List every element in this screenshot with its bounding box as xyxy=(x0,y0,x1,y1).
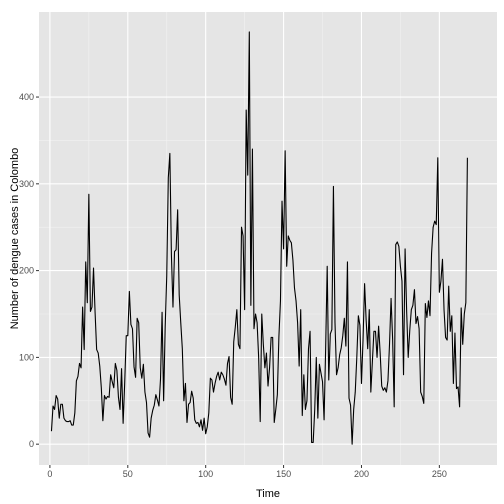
y-tick-label: 0 xyxy=(29,439,34,449)
x-axis-title: Time xyxy=(256,488,280,500)
series-line xyxy=(50,31,468,445)
y-tick-label: 100 xyxy=(19,352,34,362)
y-axis-title: Number of dengue cases in Colombo xyxy=(9,148,21,330)
y-tick-label: 300 xyxy=(19,179,34,189)
x-tick-label: 100 xyxy=(198,469,213,479)
y-tick-label: 400 xyxy=(19,92,34,102)
x-tick-label: 250 xyxy=(432,469,447,479)
x-tick-label: 50 xyxy=(123,469,133,479)
y-tick-label: 200 xyxy=(19,266,34,276)
minor-gridlines xyxy=(39,12,497,465)
x-axis: 0 50 100 150 200 250 xyxy=(47,465,447,479)
major-gridlines xyxy=(39,12,497,465)
x-tick-label: 200 xyxy=(354,469,369,479)
y-axis: 0 100 200 300 400 xyxy=(19,92,39,449)
x-tick-label: 0 xyxy=(47,469,52,479)
x-tick-label: 150 xyxy=(276,469,291,479)
